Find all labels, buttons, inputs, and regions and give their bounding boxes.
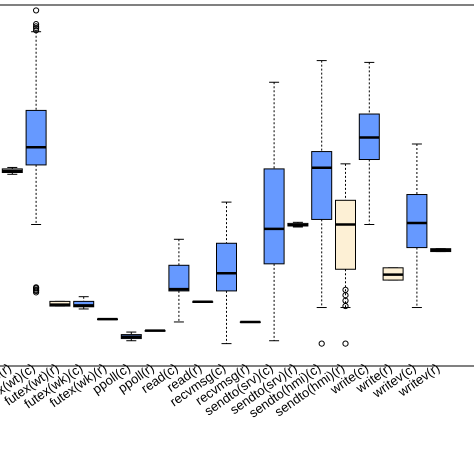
box-writev-r [430, 248, 452, 253]
x-tick-layer: (c)tone(r)futex(wt)(c)futex(wt)(r)futex(… [0, 360, 442, 420]
outlier-point [33, 7, 40, 14]
box-tone-r [1, 166, 23, 175]
box-recvmsg-r [239, 320, 261, 324]
box-futex-wk-r [97, 317, 118, 321]
box-sendto-srv-r [287, 221, 309, 228]
box-futex-wt-c [25, 7, 47, 296]
outlier-point [33, 284, 40, 291]
outlier-point [33, 21, 40, 28]
box-read-r [192, 300, 214, 303]
iqr-box [73, 300, 95, 308]
box-sendto-hmi-c [311, 60, 333, 347]
box-recvmsg-c [216, 201, 237, 345]
outlier-point [33, 25, 40, 32]
iqr-box [216, 242, 237, 292]
box-futex-wk-c [73, 296, 95, 310]
box-writev-c [406, 143, 428, 309]
plot-frame [0, 4, 474, 367]
iqr-box [25, 109, 47, 166]
iqr-box [406, 194, 428, 249]
iqr-box [168, 264, 190, 292]
box-sendto-hmi-r [335, 163, 356, 347]
outlier-point [342, 340, 349, 347]
box-sendto-srv-c [263, 81, 285, 342]
iqr-box [263, 168, 285, 265]
outlier-point [33, 27, 40, 34]
boxes-layer [1, 7, 452, 347]
iqr-box [311, 151, 333, 220]
box-ppoll-r [144, 329, 166, 332]
outlier-point [33, 23, 40, 30]
box-write-c [358, 61, 380, 225]
box-read-c [168, 238, 190, 323]
outlier-point [318, 340, 325, 347]
iqr-box [335, 199, 356, 270]
box-ppoll-c [120, 331, 142, 342]
box-futex-wt-r [49, 300, 71, 307]
outlier-point [342, 302, 349, 310]
box-write-r [382, 267, 404, 281]
